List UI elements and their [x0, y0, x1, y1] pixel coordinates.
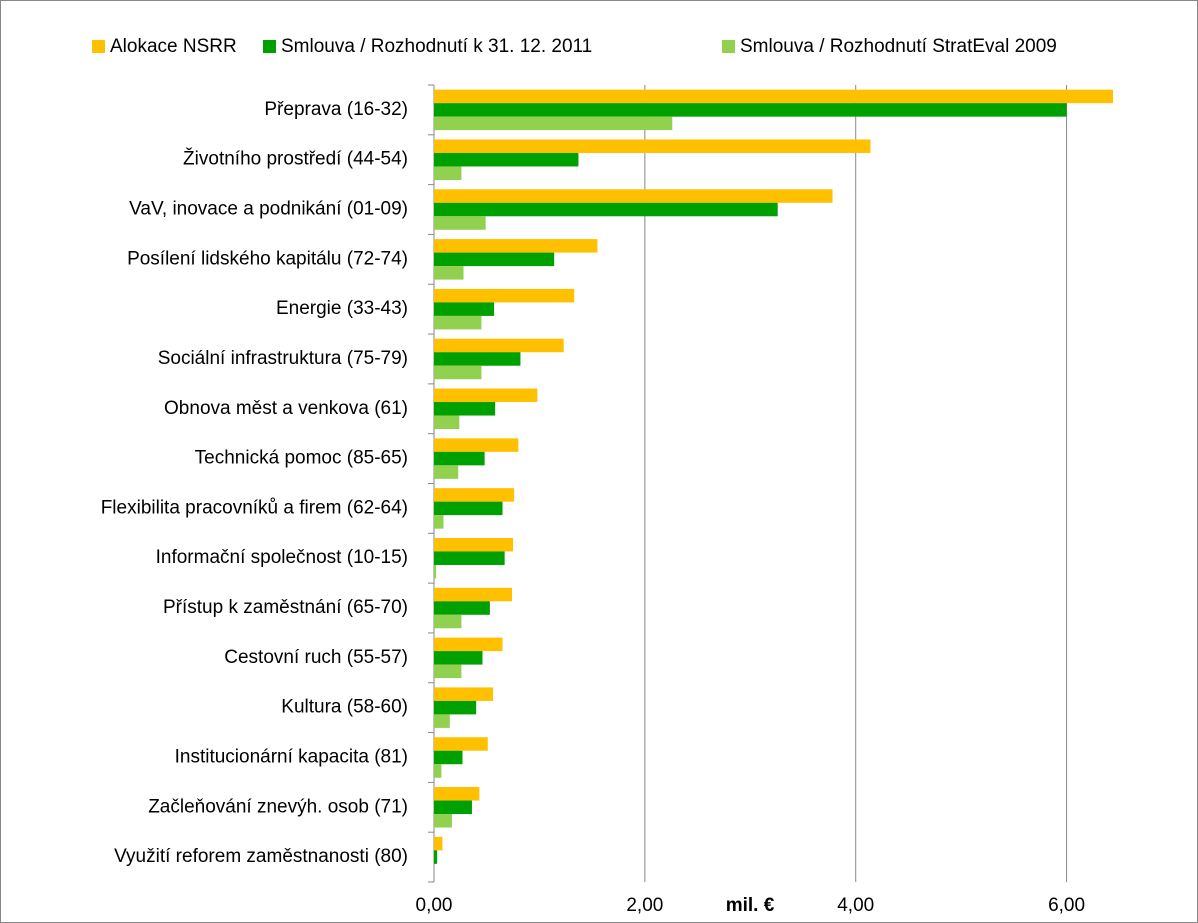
legend-label: Smlouva / Rozhodnutí StratEval 2009	[740, 36, 1057, 57]
bar	[434, 338, 564, 353]
bar	[434, 89, 1113, 104]
bar	[434, 451, 485, 466]
bar	[434, 750, 463, 765]
bar	[434, 266, 464, 280]
bar	[434, 587, 513, 602]
legend-label: Smlouva / Rozhodnutí k 31. 12. 2011	[281, 36, 592, 57]
bar	[434, 515, 444, 529]
x-tick-label: 6,00	[1048, 895, 1085, 916]
bar	[434, 836, 443, 851]
y-tick-label: Kultura (58-60)	[281, 697, 408, 718]
y-tick-label: Obnova měst a venkova (61)	[164, 398, 408, 419]
bar	[434, 850, 438, 864]
bar	[434, 564, 437, 579]
bar	[434, 737, 488, 751]
bar	[434, 614, 462, 629]
y-tick-label: Sociální infrastruktura (75-79)	[158, 348, 408, 369]
bar	[434, 189, 833, 203]
bar	[434, 315, 482, 330]
bar	[434, 302, 495, 316]
bar	[434, 438, 519, 452]
y-tick-label: Technická pomoc (85-65)	[195, 448, 408, 469]
bar	[434, 202, 778, 217]
bar	[434, 365, 482, 380]
bar	[434, 537, 514, 552]
bar	[434, 103, 1067, 117]
bar	[434, 388, 538, 403]
y-tick-label: Flexibilita pracovníků a firem (62-64)	[101, 497, 408, 518]
bar	[434, 501, 503, 516]
bar	[434, 664, 462, 679]
legend-swatch	[92, 40, 105, 53]
bar	[434, 415, 460, 430]
x-tick-label: 4,00	[837, 895, 874, 916]
bar	[434, 764, 442, 778]
legend-swatch	[263, 40, 276, 53]
x-tick-label: 0,00	[416, 895, 453, 916]
bar	[434, 352, 521, 366]
bar	[434, 601, 490, 615]
bar	[434, 700, 477, 715]
x-tick-label: 2,00	[626, 895, 663, 916]
bar	[434, 551, 505, 565]
bar	[434, 139, 871, 153]
y-tick-label: Energie (33-43)	[276, 298, 408, 319]
bar	[434, 402, 496, 416]
y-tick-label: Institucionární kapacita (81)	[175, 746, 408, 767]
y-tick-label: Posílení lidského kapitálu (72-74)	[127, 248, 408, 269]
y-tick-label: VaV, inovace a podnikání (01-09)	[129, 199, 408, 220]
bar	[434, 488, 515, 502]
x-axis-label: mil. €	[726, 895, 775, 916]
y-tick-label: Přístup k zaměstnání (65-70)	[163, 597, 408, 618]
y-tick-label: Cestovní ruch (55-57)	[224, 647, 408, 668]
bar	[434, 252, 555, 267]
y-tick-label: Informační společnost (10-15)	[156, 547, 408, 568]
bar	[434, 637, 503, 652]
bar	[434, 787, 480, 801]
bar	[434, 216, 486, 230]
bar	[434, 152, 579, 167]
bar	[434, 651, 483, 665]
legend-label: Alokace NSRR	[110, 36, 237, 57]
y-tick-label: Životního prostředí (44-54)	[183, 148, 408, 170]
bar	[434, 239, 598, 253]
bar	[434, 465, 459, 479]
y-tick-label: Přeprava (16-32)	[264, 99, 408, 120]
bar	[434, 116, 673, 131]
bar	[434, 814, 452, 828]
legend-swatch	[722, 40, 735, 53]
bar	[434, 687, 494, 701]
bar	[434, 714, 450, 728]
bar	[434, 800, 472, 815]
bar	[434, 166, 462, 180]
y-tick-label: Začleňování znevýh. osob (71)	[148, 796, 408, 817]
y-tick-label: Využití reforem zaměstnanosti (80)	[114, 846, 408, 867]
bar	[434, 288, 575, 303]
